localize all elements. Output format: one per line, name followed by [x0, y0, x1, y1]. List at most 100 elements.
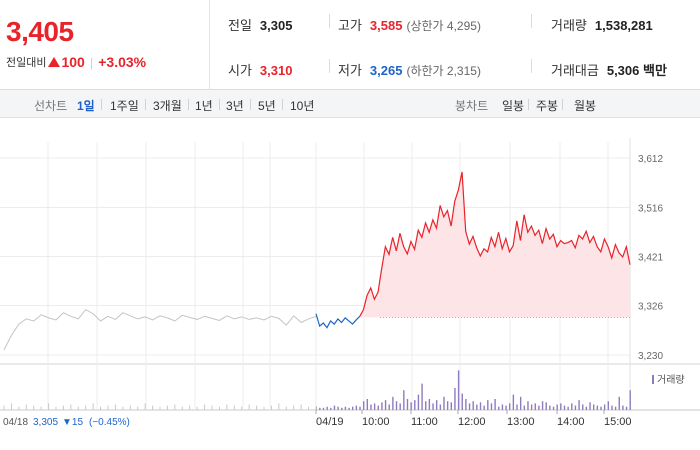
candle-tab-monthly[interactable]: 월봉: [574, 99, 597, 113]
high-stat: 고가 3,585 (상한가 4,295): [338, 15, 481, 34]
volume-bar-prev-day: [10, 403, 12, 410]
divider: [282, 99, 283, 110]
volume-bar: [333, 405, 336, 410]
price-area-fill: [359, 171, 630, 318]
prev-day-series: [3, 308, 317, 351]
prev-day-close: 3,305: [33, 417, 58, 428]
period-tab-3m[interactable]: 3개월: [153, 99, 182, 113]
x-tick-label: 11:00: [411, 416, 438, 428]
volume-bar: [541, 401, 544, 410]
volume-bar: [625, 406, 628, 410]
volume-bar-prev-day: [107, 405, 109, 410]
volume-bar-prev-day: [218, 406, 220, 410]
x-axis: 04/19 10:00 11:00 12:00 13:00 14:00 15:00 04/18…: [3, 410, 632, 428]
chart-period-toolbar: 선차트 1일 1주일 3개월 1년 3년 5년 10년 봉차트 일봉 주봉 월봉: [0, 90, 700, 118]
volume-bar-prev-day: [152, 405, 154, 410]
volume-bar: [560, 403, 562, 410]
volume-bar: [563, 405, 566, 410]
volume-bar-prev-day: [278, 403, 280, 410]
volume-bar: [421, 383, 423, 410]
volume-bar: [395, 401, 398, 410]
y-tick-label: 3,421: [638, 253, 663, 264]
volume-bar: [472, 401, 474, 410]
volume-bar-prev-day: [159, 406, 161, 410]
volume-bar: [607, 401, 609, 410]
x-tick-label: 15:00: [604, 416, 632, 428]
volume-bar-prev-day: [48, 403, 50, 410]
volume-bar: [592, 404, 595, 410]
volume-bar: [392, 396, 394, 410]
candle-chart-label: 봉차트: [455, 99, 489, 113]
divider: [329, 59, 330, 73]
volume-bar: [406, 399, 409, 410]
volume-bar: [468, 403, 471, 410]
volume-bar: [348, 407, 350, 410]
candle-tab-daily[interactable]: 일봉: [502, 99, 525, 113]
volume-bar-prev-day: [263, 406, 265, 410]
volume-bar-prev-day: [3, 405, 5, 410]
volume-bar-prev-day: [204, 404, 206, 410]
volume-bar: [611, 405, 613, 410]
price-lines: [3, 171, 631, 351]
candle-tab-weekly[interactable]: 주봉: [536, 99, 559, 113]
volume-bar: [366, 399, 369, 410]
period-tab-1d[interactable]: 1일: [77, 99, 95, 113]
price-area: [359, 171, 630, 318]
volume-bar: [585, 406, 588, 410]
volume-bar: [425, 401, 427, 410]
volume-bar: [571, 403, 573, 410]
volume-bar: [479, 402, 482, 410]
low-stat: 저가 3,265 (하한가 2,315): [338, 60, 481, 79]
volume-bar: [337, 406, 339, 410]
high-label: 고가: [338, 18, 362, 33]
amount-value: 5,306 백만: [606, 63, 667, 78]
volume-bar: [596, 405, 599, 410]
volume-bar: [359, 406, 361, 410]
volume-bar: [435, 400, 438, 410]
volume-bar: [388, 404, 390, 410]
upper-limit: (상한가 4,295): [406, 19, 481, 33]
period-tab-3y[interactable]: 3년: [226, 99, 244, 113]
volume-bar: [377, 405, 379, 410]
volume-bar: [414, 400, 416, 410]
change-label: 전일대비: [6, 57, 47, 69]
volume-bar: [614, 406, 617, 410]
change-rate: +3.03%: [98, 54, 147, 70]
intraday-chart-svg: 3,612 3,516 3,421 3,326 3,230 거래량 04/19 10:00…: [0, 138, 700, 428]
volume-bar-prev-day: [300, 404, 302, 410]
volume-bar-prev-day: [137, 406, 139, 410]
volume-bar: [384, 400, 387, 410]
volume-bar-prev-day: [308, 406, 310, 410]
volume-bar-prev-day: [181, 406, 183, 410]
period-tab-5y[interactable]: 5년: [258, 99, 276, 113]
y-tick-label: 3,612: [638, 154, 663, 165]
volume-bar: [578, 400, 580, 410]
today-series-down: [315, 313, 361, 329]
period-tab-1w[interactable]: 1주일: [110, 99, 139, 113]
volume-bar: [399, 403, 401, 410]
volume-bar-prev-day: [144, 403, 146, 410]
volume-bar: [443, 396, 445, 410]
volume-bar-prev-day: [129, 405, 131, 410]
volume-bar: [512, 394, 515, 410]
amount-label: 거래대금: [551, 63, 599, 78]
period-tab-1y[interactable]: 1년: [195, 99, 213, 113]
period-tab-10y[interactable]: 10년: [290, 99, 315, 113]
x-tick-label: 14:00: [557, 416, 585, 428]
volume-bar: [454, 388, 456, 410]
today-series-up: [359, 171, 631, 317]
high-value: 3,585: [369, 18, 403, 33]
open-value: 3,310: [259, 63, 293, 78]
volume-bar-prev-day: [196, 406, 198, 410]
divider: [188, 99, 189, 110]
volume-bar: [319, 407, 321, 410]
prev-close-label: 전일: [228, 18, 252, 33]
volume-bar-prev-day: [122, 406, 124, 410]
volume-bar: [600, 406, 602, 410]
y-tick-label: 3,326: [638, 301, 663, 312]
divider: [329, 14, 330, 28]
volume-bar: [618, 396, 620, 410]
volume-bar: [487, 400, 489, 410]
volume-bar: [432, 403, 434, 410]
y-tick-label: 3,230: [638, 351, 663, 362]
